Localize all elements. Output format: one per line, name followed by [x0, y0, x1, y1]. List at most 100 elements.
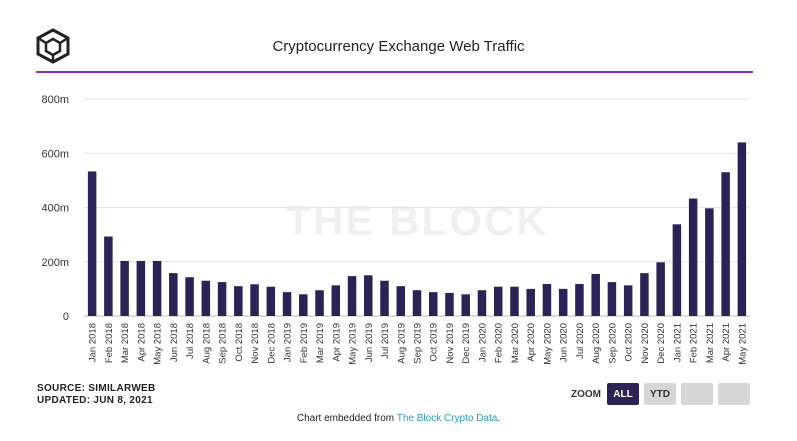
x-tick-label: Sep 2019	[413, 323, 424, 364]
y-tick-label: 400m	[41, 203, 69, 215]
embed-prefix: Chart embedded from	[296, 413, 397, 424]
embed-note: Chart embedded from The Block Crypto Dat…	[0, 413, 797, 424]
zoom-ytd-button[interactable]: YTD	[644, 383, 676, 405]
bar	[217, 282, 227, 316]
embed-suffix: .	[497, 413, 501, 424]
bar	[380, 280, 389, 316]
x-tick-label: Apr 2021	[721, 323, 732, 362]
bar	[542, 283, 552, 316]
x-tick-label: Feb 2020	[494, 323, 505, 363]
bar	[477, 290, 487, 316]
bar	[575, 283, 584, 316]
bar	[672, 224, 682, 316]
x-tick-label: Apr 2018	[136, 323, 147, 362]
x-tick-label: Apr 2020	[526, 323, 537, 362]
the-block-logo	[36, 28, 70, 64]
the-block-data-link[interactable]: The Block Crypto Data	[396, 413, 498, 424]
bar	[315, 290, 324, 316]
bar	[185, 277, 194, 316]
x-tick-label: Mar 2018	[120, 323, 131, 363]
x-tick-label: May 2018	[153, 323, 164, 365]
zoom-button-3[interactable]	[681, 383, 713, 405]
x-tick-label: Nov 2018	[250, 323, 261, 364]
x-tick-label: Feb 2021	[689, 323, 700, 363]
x-tick-label: Sep 2018	[218, 323, 229, 364]
x-tick-label: Mar 2019	[315, 323, 326, 363]
bar	[347, 276, 357, 316]
bar	[250, 284, 259, 316]
x-tick-label: Jun 2018	[169, 323, 180, 362]
x-tick-label: Oct 2019	[429, 323, 440, 362]
x-tick-label: Jan 2019	[283, 323, 294, 362]
bar	[656, 262, 665, 316]
bar	[640, 273, 649, 316]
bar	[120, 260, 129, 316]
bar	[688, 198, 698, 316]
bar	[282, 292, 292, 316]
y-tick-label: 0	[63, 311, 69, 323]
chart-title: Cryptocurrency Exchange Web Traffic	[272, 38, 525, 55]
x-tick-label: Aug 2019	[396, 323, 407, 364]
x-tick-label: Dec 2018	[266, 323, 277, 364]
bar	[721, 172, 730, 316]
x-tick-label: Jan 2020	[477, 323, 488, 362]
x-tick-label: Feb 2018	[104, 323, 115, 363]
x-tick-label: Oct 2018	[234, 323, 245, 362]
bar	[737, 142, 747, 316]
watermark: THE BLOCK	[286, 197, 549, 244]
source-label: SOURCE: SIMILARWEB	[37, 383, 156, 394]
x-tick-label: Jul 2018	[185, 323, 196, 359]
bar	[396, 286, 406, 316]
x-tick-label: Nov 2019	[445, 323, 456, 364]
bar	[266, 286, 276, 316]
x-tick-label: Jan 2018	[88, 323, 99, 362]
bar	[169, 273, 178, 316]
bar	[607, 282, 617, 316]
x-tick-label: Dec 2019	[461, 323, 472, 364]
title-divider	[36, 71, 753, 73]
bar	[445, 292, 454, 316]
x-tick-label: May 2019	[348, 323, 359, 365]
x-tick-label: May 2021	[737, 323, 748, 365]
x-tick-label: Sep 2020	[607, 323, 618, 364]
bar	[591, 273, 600, 316]
bar	[493, 286, 503, 316]
zoom-all-button[interactable]: ALL	[607, 383, 639, 405]
x-tick-label: May 2020	[542, 323, 553, 365]
updated-label: UPDATED: JUN 8, 2021	[37, 395, 153, 406]
x-tick-label: Jun 2020	[559, 323, 570, 362]
bar	[510, 286, 519, 316]
x-tick-label: Jul 2019	[380, 323, 391, 359]
x-tick-label: Jul 2020	[575, 323, 586, 359]
x-tick-label: Jan 2021	[672, 323, 683, 362]
bar	[234, 286, 243, 316]
bar	[428, 292, 438, 316]
x-tick-label: Apr 2019	[331, 323, 342, 362]
bar	[461, 294, 470, 316]
bar	[87, 171, 97, 316]
y-tick-label: 800m	[41, 94, 69, 106]
y-tick-label: 200m	[41, 257, 69, 269]
bar	[104, 236, 113, 316]
x-tick-label: Aug 2020	[591, 323, 602, 364]
bar	[623, 285, 633, 316]
bar	[364, 275, 373, 316]
y-tick-label: 600m	[41, 148, 69, 160]
bar	[558, 288, 568, 316]
bar	[705, 208, 714, 316]
zoom-label: ZOOM	[571, 389, 601, 400]
x-tick-label: Jun 2019	[364, 323, 375, 362]
x-tick-label: Mar 2021	[705, 323, 716, 363]
bar	[412, 290, 422, 316]
x-tick-label: Mar 2020	[510, 323, 521, 363]
x-tick-label: Oct 2020	[624, 323, 635, 362]
bar	[136, 260, 146, 316]
bar	[152, 260, 162, 316]
x-tick-label: Feb 2019	[299, 323, 310, 363]
zoom-button-4[interactable]	[718, 383, 750, 405]
bar	[201, 280, 211, 316]
x-tick-label: Aug 2018	[201, 323, 212, 364]
x-tick-label: Dec 2020	[656, 323, 667, 364]
source-info: SOURCE: SIMILARWEB UPDATED: JUN 8, 2021	[37, 383, 156, 407]
